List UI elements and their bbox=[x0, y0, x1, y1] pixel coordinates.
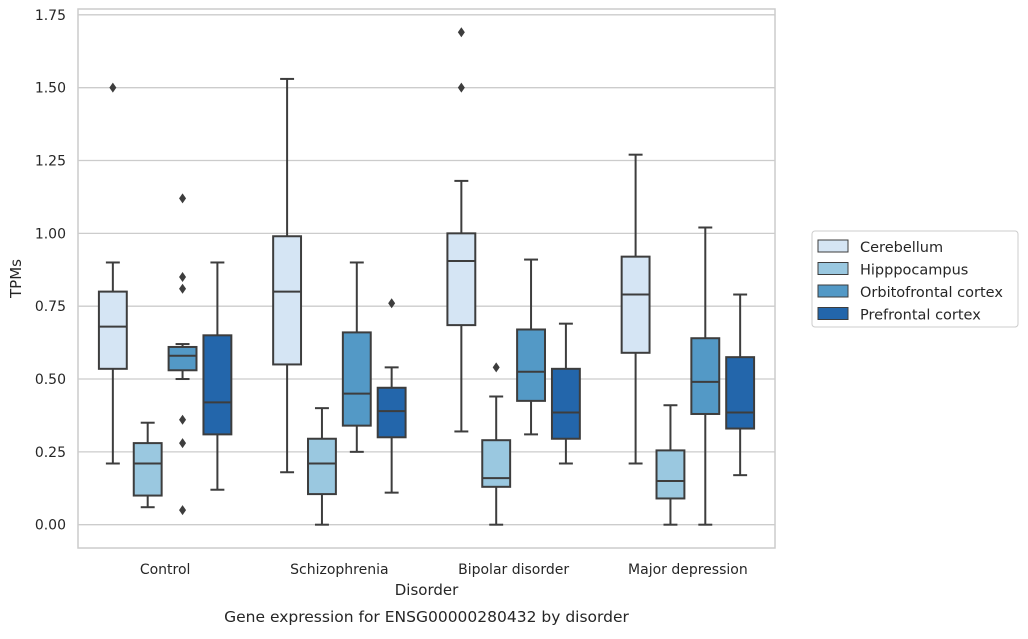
iqr-box bbox=[376, 386, 407, 439]
legend-swatch bbox=[817, 239, 849, 253]
y-tick-label: 1.25 bbox=[35, 154, 66, 170]
legend-label: Prefrontal cortex bbox=[860, 308, 981, 324]
legend: Cerebellum Hipppocampus Orbitofrontal cort… bbox=[811, 230, 1019, 328]
boxplot-box bbox=[481, 362, 512, 526]
y-tick-labels: 0.00 0.25 0.50 0.75 1.00 1.25 1.50 1.75 bbox=[35, 8, 66, 534]
y-tick-label: 0.75 bbox=[35, 299, 66, 315]
grid-layer bbox=[78, 14, 775, 526]
y-tick-label: 0.00 bbox=[35, 518, 66, 534]
iqr-box bbox=[690, 337, 721, 415]
iqr-box bbox=[516, 328, 546, 402]
x-tick-label: Major depression bbox=[628, 562, 748, 578]
legend-item: Orbitofrontal cortex bbox=[817, 284, 1003, 301]
iqr-box bbox=[272, 235, 303, 366]
x-tick-label: Control bbox=[140, 562, 191, 578]
boxplot-box bbox=[725, 293, 756, 477]
x-axis-label: Disorder bbox=[395, 581, 459, 599]
legend-label: Hipppocampus bbox=[860, 263, 968, 279]
outlier-point bbox=[457, 27, 465, 38]
boxplot-box bbox=[272, 77, 303, 474]
y-tick-label: 0.25 bbox=[35, 445, 66, 461]
iqr-box bbox=[97, 290, 128, 370]
boxplot-box bbox=[341, 261, 372, 453]
outlier-point bbox=[179, 283, 187, 294]
y-tick-label: 1.00 bbox=[35, 226, 66, 242]
legend-items: Cerebellum Hipppocampus Orbitofrontal cort… bbox=[817, 239, 1003, 324]
boxplot-box bbox=[550, 322, 581, 465]
iqr-box bbox=[481, 439, 512, 488]
iqr-box bbox=[550, 367, 581, 440]
boxplot-box bbox=[376, 298, 407, 494]
legend-item: Prefrontal cortex bbox=[817, 307, 981, 324]
boxplot-box bbox=[167, 193, 198, 516]
y-tick-label: 0.50 bbox=[35, 372, 66, 388]
legend-swatch bbox=[817, 307, 849, 320]
iqr-box bbox=[132, 442, 163, 497]
outlier-point bbox=[109, 82, 117, 93]
y-axis-label: TPMs bbox=[7, 259, 25, 299]
outlier-point bbox=[179, 272, 187, 283]
y-tick-label: 1.75 bbox=[35, 8, 66, 24]
boxplot-box bbox=[516, 258, 546, 436]
iqr-box bbox=[167, 345, 198, 372]
iqr-box bbox=[655, 449, 686, 500]
outlier-point bbox=[179, 414, 187, 425]
legend-frame bbox=[811, 230, 1019, 328]
iqr-box bbox=[446, 232, 477, 327]
iqr-box bbox=[307, 437, 337, 496]
boxplot-box bbox=[446, 27, 477, 433]
legend-item: Hipppocampus bbox=[817, 262, 968, 279]
iqr-box bbox=[620, 255, 651, 354]
boxplot-box bbox=[690, 226, 721, 526]
outlier-point bbox=[179, 505, 187, 516]
x-tick-label: Schizophrenia bbox=[290, 562, 388, 578]
legend-swatch bbox=[817, 262, 849, 275]
iqr-box bbox=[341, 331, 372, 427]
boxplot-box bbox=[132, 421, 163, 509]
x-tick-label: Bipolar disorder bbox=[458, 562, 569, 578]
legend-label: Cerebellum bbox=[860, 240, 943, 256]
outlier-point bbox=[388, 298, 396, 309]
iqr-box bbox=[202, 334, 233, 436]
boxplot-box bbox=[655, 404, 686, 526]
chart-caption: Gene expression for ENSG00000280432 by d… bbox=[224, 608, 629, 626]
outlier-point bbox=[457, 82, 465, 93]
plot-frame bbox=[77, 8, 776, 549]
iqr-box bbox=[725, 356, 756, 430]
legend-swatch bbox=[817, 284, 849, 298]
box-layer bbox=[97, 27, 756, 526]
boxplot-box bbox=[307, 407, 337, 526]
boxplot-box bbox=[97, 82, 128, 465]
y-tick-label: 1.50 bbox=[35, 81, 66, 97]
boxplot-box bbox=[620, 153, 651, 465]
boxplot-box bbox=[202, 261, 233, 491]
outlier-point bbox=[179, 438, 187, 449]
x-tick-labels: Control Schizophrenia Bipolar disorder Majo… bbox=[140, 562, 748, 578]
legend-item: Cerebellum bbox=[817, 239, 943, 256]
legend-label: Orbitofrontal cortex bbox=[860, 285, 1003, 301]
outlier-point bbox=[179, 193, 187, 204]
outlier-point bbox=[492, 362, 500, 373]
